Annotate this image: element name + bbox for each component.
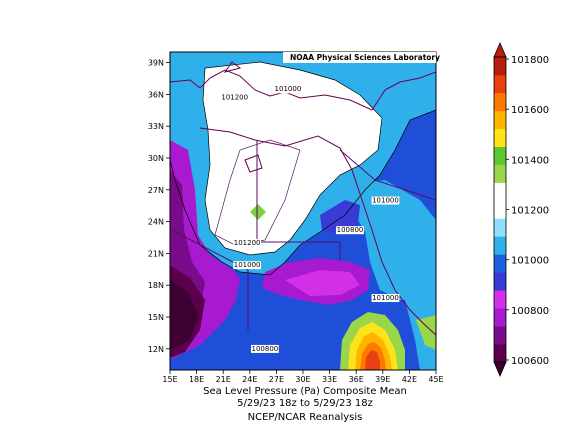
colorbar-segment [494, 74, 506, 94]
colorbar: 100600 100800 101000 101200 101400 101600 1018… [493, 41, 549, 378]
contour-label-bg [233, 238, 262, 247]
colorbar-segment [494, 326, 506, 345]
x-tick-label: 21E [216, 375, 231, 384]
contour-label: 100800 [252, 345, 279, 353]
contour-labels: 101200 101000 101000 100800 101200 101000 1010… [220, 85, 400, 353]
contour-label-bg [371, 294, 400, 303]
colorbar-segment [494, 92, 506, 112]
x-tick-label: 42E [402, 375, 417, 384]
colorbar-label: 101000 [511, 256, 549, 267]
colorbar-segment [494, 344, 506, 363]
colorbar-segment [494, 128, 506, 148]
contour-label-bg [274, 85, 302, 94]
colorbar-bottom-arrow [493, 361, 507, 378]
colorbar-segment [494, 200, 506, 219]
contour-label: 101000 [275, 85, 302, 93]
axis-ticks: 15E 18E 21E 24E 27E 30E 33E 36E 39E 42E 45E 39N 36N 3… [148, 59, 444, 384]
contour-label: 101200 [234, 239, 261, 247]
y-tick-label: 15N [148, 313, 164, 322]
y-tick-label: 18N [148, 281, 164, 290]
contour-label-bg [250, 344, 279, 353]
contour-label-bg [336, 226, 364, 235]
contour-label-bg [371, 196, 400, 205]
contour-label-bg [233, 261, 262, 270]
x-tick-label: 27E [269, 375, 284, 384]
colorbar-segment [494, 110, 506, 130]
credit-box: NOAA Physical Sciences Laboratory [283, 52, 440, 63]
colorbar-segment [494, 290, 506, 309]
colorbar-label: 100600 [511, 356, 549, 367]
colorbar-segment [494, 236, 506, 255]
y-tick-label: 30N [148, 154, 164, 163]
contour-label: 101000 [372, 197, 399, 205]
contour-label: 101200 [221, 94, 248, 102]
x-tick-label: 30E [295, 375, 310, 384]
colorbar-segment [494, 182, 506, 201]
y-tick-label: 24N [148, 218, 164, 227]
y-tick-label: 27N [148, 186, 164, 195]
colorbar-top-arrow [493, 41, 507, 58]
credit-text: NOAA Physical Sciences Laboratory [290, 53, 440, 62]
colorbar-label: 101600 [511, 105, 549, 116]
caption-title: Sea Level Pressure (Pa) Composite Mean [203, 386, 407, 397]
colorbar-label: 101400 [511, 155, 549, 166]
x-tick-label: 39E [375, 375, 390, 384]
contour-label: 100800 [337, 226, 364, 234]
y-tick-label: 36N [148, 90, 164, 99]
x-tick-label: 45E [428, 375, 443, 384]
y-tick-label: 39N [148, 59, 164, 68]
colorbar-segment [494, 164, 506, 183]
x-tick-label: 18E [189, 375, 204, 384]
colorbar-segment [494, 57, 506, 76]
colorbar-segment [494, 254, 506, 273]
y-tick-label: 12N [148, 345, 164, 354]
x-tick-label: 36E [349, 375, 364, 384]
contour-label: 101000 [372, 294, 399, 302]
colorbar-segment [494, 218, 506, 237]
y-tick-label: 33N [148, 122, 164, 131]
colorbar-segment [494, 308, 506, 327]
contour-label: 101000 [234, 261, 261, 269]
x-tick-label: 33E [322, 375, 337, 384]
colorbar-segment [494, 146, 506, 165]
contour-fill-layer [170, 52, 436, 370]
x-tick-label: 24E [242, 375, 257, 384]
colorbar-label: 101800 [511, 55, 549, 66]
contour-label-bg [220, 93, 249, 102]
caption-dates: 5/29/23 18z to 5/29/23 18z [237, 398, 373, 409]
colorbar-segment [494, 272, 506, 291]
y-tick-label: 21N [148, 249, 164, 258]
caption-source: NCEP/NCAR Reanalysis [247, 412, 363, 423]
x-tick-label: 15E [162, 375, 177, 384]
colorbar-label: 101200 [511, 206, 549, 217]
colorbar-label: 100800 [511, 306, 549, 317]
